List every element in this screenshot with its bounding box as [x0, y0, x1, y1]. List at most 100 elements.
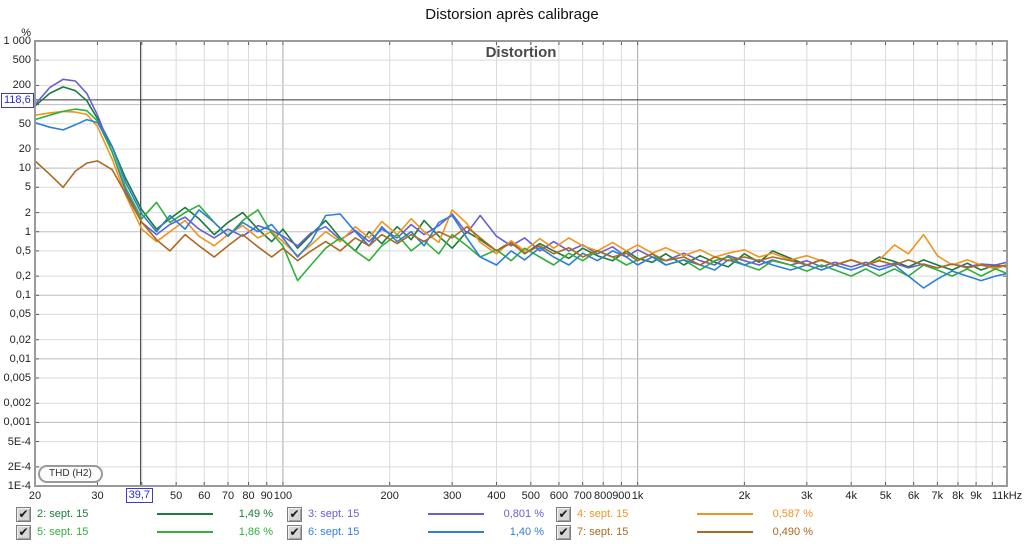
legend-label-4[interactable]: 4: sept. 15: [577, 508, 629, 520]
y-tick-label: 500: [12, 54, 31, 67]
trace-4-sept-15: [35, 110, 1007, 270]
legend-label-3[interactable]: 3: sept. 15: [308, 508, 360, 520]
x-tick-label: 4k: [845, 490, 857, 502]
x-tick-label: 5k: [879, 490, 892, 502]
page-title: Distorsion après calibrage: [425, 6, 599, 23]
cursor-value-marker: 118,6: [1, 92, 34, 108]
legend-line-sample-4: [697, 513, 753, 515]
legend-thd-value-6: 1,40 %: [509, 526, 544, 538]
legend-label-5[interactable]: 5: sept. 15: [37, 526, 89, 538]
legend-thd-value-3: 0,801 %: [503, 508, 544, 520]
y-tick-label: 10: [18, 162, 31, 175]
legend-label-6[interactable]: 6: sept. 15: [308, 526, 360, 538]
checkmark-icon: ✔: [558, 524, 569, 539]
y-tick-label: 20: [18, 143, 31, 155]
x-tick-label: 6k: [907, 490, 920, 502]
legend-line-sample-6: [428, 531, 484, 533]
legend-item-2: ✔ 2: sept. 15 1,49 %: [16, 506, 287, 522]
x-tick-label: 800: [594, 490, 613, 502]
x-tick-label: 300: [442, 490, 462, 502]
trace-6-sept-15: [35, 118, 1007, 289]
legend-checkbox-3[interactable]: ✔: [287, 506, 302, 522]
legend-label-2[interactable]: 2: sept. 15: [37, 508, 89, 520]
x-tick-label: 70: [221, 490, 235, 502]
cursor-crosshair: [35, 41, 1007, 486]
legend: ✔ 2: sept. 15 1,49 % ✔ 3: sept. 15 0,801…: [16, 506, 1016, 540]
chart-title: Distortion: [485, 44, 557, 61]
x-tick-label: 20: [28, 490, 42, 502]
y-tick-label: 0,005: [3, 371, 31, 384]
checkmark-icon: ✔: [18, 506, 29, 521]
x-tick-label: 80: [242, 490, 255, 502]
legend-checkbox-6[interactable]: ✔: [287, 524, 302, 540]
trace-2-sept-15: [35, 86, 1007, 271]
x-tick-label: 7k: [931, 490, 944, 502]
y-tick-label: 5E-4: [7, 435, 31, 448]
y-tick-label: 0,1: [15, 289, 31, 302]
checkmark-icon: ✔: [289, 524, 300, 539]
x-tick-label: 60: [198, 490, 211, 502]
y-tick-label: 0,05: [9, 308, 31, 321]
x-tick-label: 700: [573, 490, 592, 502]
y-tick-label: 5: [24, 181, 31, 194]
y-tick-label: 1 000: [3, 35, 31, 47]
y-tick-label: 50: [18, 117, 31, 130]
legend-thd-value-5: 1,86 %: [238, 526, 273, 538]
y-tick-label: 2E-4: [7, 460, 31, 473]
y-tick-label: 1: [24, 225, 31, 238]
legend-checkbox-2[interactable]: ✔: [16, 506, 31, 522]
x-tick-label: 200: [380, 490, 399, 502]
legend-thd-value-2: 1,49 %: [238, 508, 273, 520]
y-tick-label: 0,2: [15, 270, 31, 283]
x-tick-label: 30: [91, 490, 104, 502]
legend-label-7[interactable]: 7: sept. 15: [577, 526, 629, 538]
legend-item-4: ✔ 4: sept. 15 0,587 %: [556, 506, 1016, 522]
checkmark-icon: ✔: [558, 506, 569, 521]
trace-5-sept-15: [35, 108, 1007, 282]
cursor-freq-marker: 39,7: [125, 488, 154, 503]
legend-line-sample-3: [428, 513, 484, 515]
legend-thd-value-4: 0,587 %: [772, 508, 813, 520]
y-tick-label: 0,002: [3, 397, 31, 410]
x-tick-label: 50: [170, 490, 183, 502]
checkmark-icon: ✔: [18, 524, 29, 539]
x-tick-label: 3k: [801, 490, 813, 502]
x-tick-label: 900: [612, 490, 631, 502]
y-tick-label: 2: [24, 206, 31, 219]
x-tick-label: 8k: [952, 490, 964, 502]
x-tick-label: 500: [521, 490, 541, 502]
trace-7-sept-15: [35, 160, 1007, 269]
traces: [35, 78, 1007, 289]
y-tick-label: 200: [12, 79, 31, 92]
legend-item-5: ✔ 5: sept. 15 1,86 %: [16, 524, 287, 540]
x-tick-label: 90: [260, 490, 273, 502]
legend-item-6: ✔ 6: sept. 15 1,40 %: [287, 524, 556, 540]
legend-checkbox-5[interactable]: ✔: [16, 524, 31, 540]
plot-frame: [34, 40, 1008, 487]
legend-item-3: ✔ 3: sept. 15 0,801 %: [287, 506, 556, 522]
legend-line-sample-7: [697, 531, 753, 533]
y-tick-label: 0,01: [9, 352, 31, 365]
x-tick-label: 11kHz: [991, 490, 1023, 502]
y-tick-label: 0,001: [3, 416, 31, 429]
legend-line-sample-2: [157, 513, 213, 515]
checkmark-icon: ✔: [289, 506, 300, 521]
x-tick-label: 100: [273, 490, 293, 502]
y-tick-label: 0,02: [9, 333, 31, 346]
legend-thd-value-7: 0,490 %: [772, 526, 813, 538]
x-tick-label: 400: [487, 490, 506, 502]
thd-type-badge[interactable]: THD (H2): [38, 465, 103, 483]
legend-checkbox-7[interactable]: ✔: [556, 524, 571, 540]
x-tick-label: 600: [549, 490, 569, 502]
y-tick-label: 0,5: [15, 244, 31, 257]
x-tick-label: 9k: [970, 490, 982, 502]
legend-item-7: ✔ 7: sept. 15 0,490 %: [556, 524, 1016, 540]
legend-checkbox-4[interactable]: ✔: [556, 506, 571, 522]
y-tick-label: 1E-4: [7, 480, 31, 492]
legend-line-sample-5: [157, 531, 213, 533]
trace-3-sept-15: [35, 78, 1007, 269]
x-tick-label: 2k: [738, 490, 751, 502]
